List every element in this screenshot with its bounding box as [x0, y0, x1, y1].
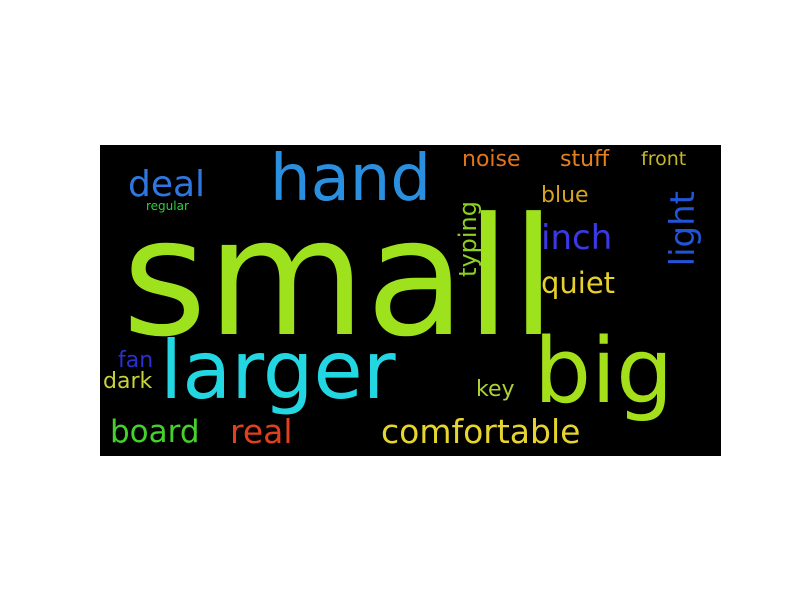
- word-larger: larger: [160, 324, 396, 417]
- word-quiet: quiet: [541, 266, 616, 300]
- word-key: key: [476, 377, 515, 402]
- word-cloud: small hand larger big deal regular noise…: [100, 145, 721, 456]
- word-noise: noise: [462, 147, 521, 172]
- word-dark: dark: [103, 369, 153, 394]
- word-front: front: [641, 148, 687, 170]
- word-fan: fan: [118, 348, 154, 373]
- word-board: board: [110, 414, 200, 450]
- word-blue: blue: [541, 183, 589, 208]
- word-inch: inch: [541, 218, 613, 258]
- word-real: real: [230, 412, 293, 451]
- word-small: small: [122, 184, 557, 373]
- word-hand: hand: [270, 145, 431, 216]
- word-light: light: [663, 191, 703, 267]
- word-typing: typing: [454, 201, 482, 277]
- word-deal: deal: [128, 164, 206, 205]
- word-stuff: stuff: [560, 147, 610, 172]
- word-big: big: [534, 319, 674, 424]
- word-comfortable: comfortable: [381, 412, 581, 451]
- word-regular: regular: [146, 199, 189, 213]
